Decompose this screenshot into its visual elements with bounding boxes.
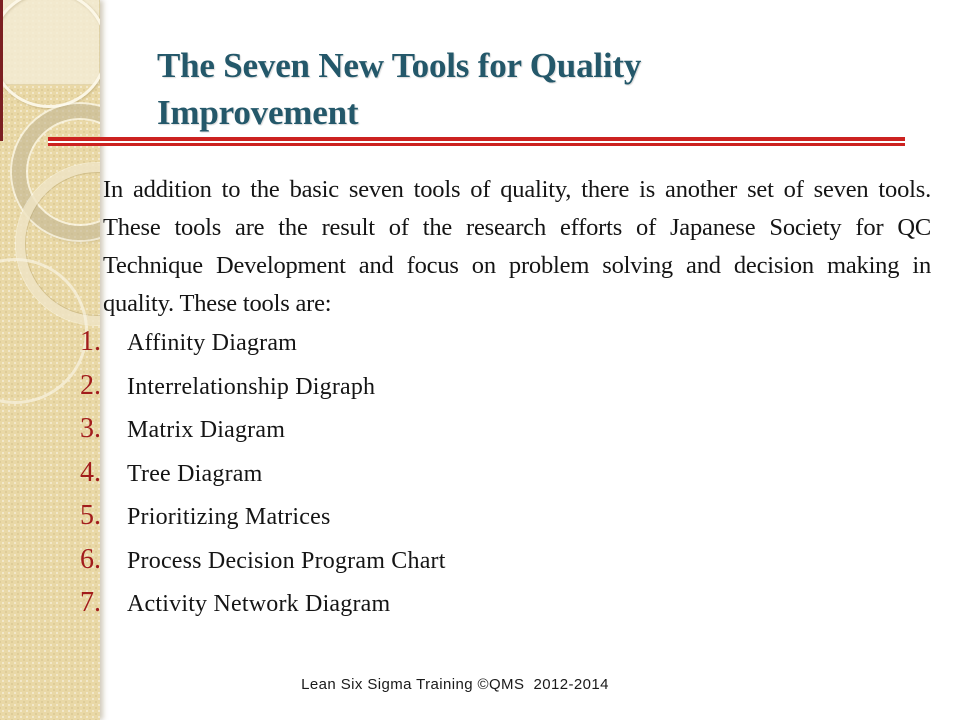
left-accent-bar — [0, 0, 3, 141]
list-item-number: 1. — [80, 326, 101, 357]
title-underline-rule — [48, 137, 905, 146]
footer-credit: Lean Six Sigma Training ©QMS 2012-2014 — [301, 676, 609, 693]
list-item-label: Process Decision Program Chart — [127, 547, 446, 574]
list-item: 5. Prioritizing Matrices — [80, 500, 920, 544]
list-item-label: Tree Diagram — [127, 460, 263, 487]
list-item: 7. Activity Network Diagram — [80, 587, 920, 631]
tools-numbered-list: 1. Affinity Diagram 2. Interrelationship… — [80, 326, 920, 631]
slide-title: The Seven New Tools for Quality Improvem… — [157, 46, 642, 132]
list-item-label: Matrix Diagram — [127, 417, 286, 443]
list-item-number: 3. — [80, 413, 101, 444]
list-item-number: 7. — [80, 587, 101, 618]
list-item-number: 2. — [80, 369, 101, 401]
circle-decoration-icon — [0, 0, 100, 108]
list-item: 1. Affinity Diagram — [80, 326, 920, 370]
list-item-label: Activity Network Diagram — [127, 591, 391, 617]
list-item-number: 5. — [80, 500, 101, 531]
list-item: 3. Matrix Diagram — [80, 413, 920, 457]
body-paragraph: In addition to the basic seven tools of … — [103, 176, 931, 317]
list-item-label: Prioritizing Matrices — [127, 504, 331, 530]
list-item: 2. Interrelationship Digraph — [80, 370, 920, 414]
list-item-number: 6. — [80, 543, 101, 575]
list-item-label: Affinity Diagram — [127, 330, 298, 356]
list-item-label: Interrelationship Digraph — [127, 373, 376, 400]
list-item: 4. Tree Diagram — [80, 457, 920, 501]
list-item-number: 4. — [80, 456, 101, 488]
list-item: 6. Process Decision Program Chart — [80, 544, 920, 588]
decorative-sidebar — [0, 0, 100, 720]
